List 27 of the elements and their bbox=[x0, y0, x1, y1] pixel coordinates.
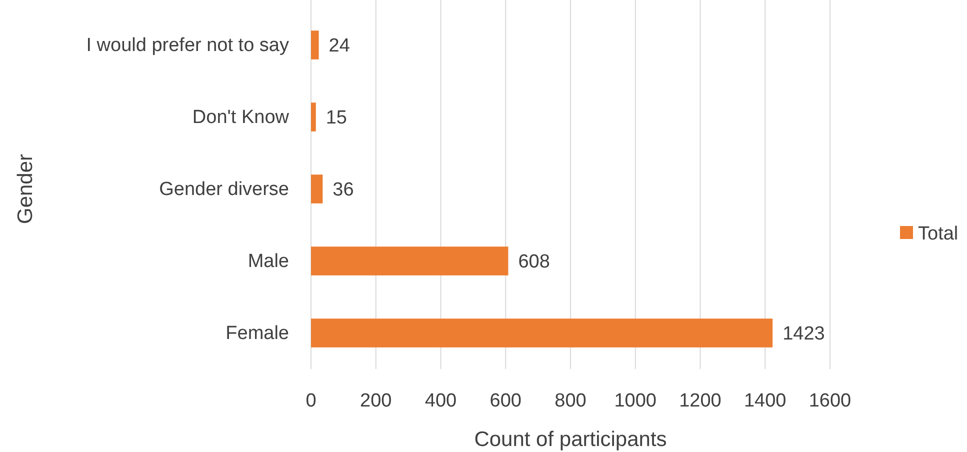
data-label: 24 bbox=[328, 36, 350, 57]
y-tick-label: Female bbox=[226, 323, 289, 344]
y-axis-title: Gender bbox=[14, 154, 37, 224]
x-axis-title: Count of participants bbox=[474, 428, 667, 451]
bar bbox=[311, 102, 316, 132]
data-label: 15 bbox=[326, 108, 348, 129]
y-tick-label: Male bbox=[248, 251, 289, 272]
x-tick-label: 1000 bbox=[614, 390, 657, 412]
bar bbox=[311, 318, 773, 348]
x-tick-label: 400 bbox=[424, 390, 457, 412]
x-tick-label: 200 bbox=[360, 390, 392, 412]
x-tick-label: 600 bbox=[490, 390, 522, 412]
x-tick-label: 1600 bbox=[808, 390, 852, 412]
bar bbox=[311, 30, 319, 60]
x-tick-label: 0 bbox=[306, 390, 316, 412]
x-tick-label: 800 bbox=[554, 390, 586, 412]
bar bbox=[311, 246, 508, 276]
legend-label: Total bbox=[918, 224, 958, 245]
data-label: 1423 bbox=[782, 324, 825, 345]
x-tick-label: 1400 bbox=[744, 390, 786, 412]
data-label: 36 bbox=[332, 180, 354, 201]
data-label: 608 bbox=[518, 252, 550, 273]
bar bbox=[311, 174, 323, 204]
y-tick-label: I would prefer not to say bbox=[86, 35, 290, 56]
y-tick-label: Gender diverse bbox=[159, 179, 289, 200]
y-tick-label: Don't Know bbox=[192, 107, 290, 128]
x-tick-label: 1200 bbox=[679, 390, 722, 412]
